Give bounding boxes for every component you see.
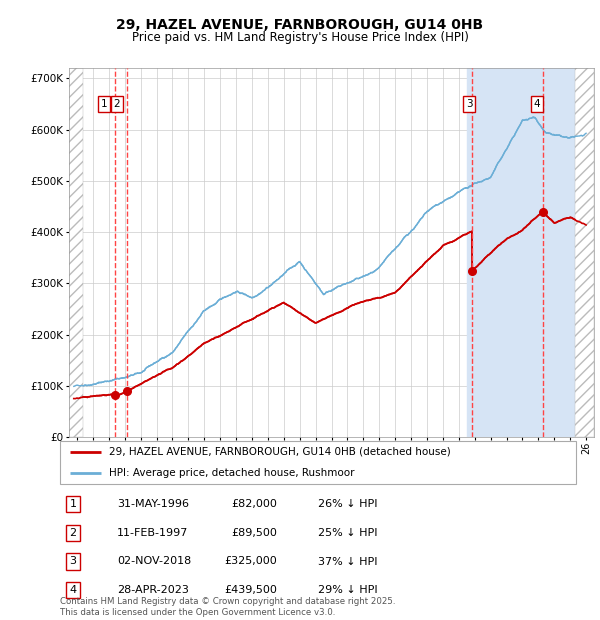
Text: Price paid vs. HM Land Registry's House Price Index (HPI): Price paid vs. HM Land Registry's House … <box>131 31 469 43</box>
Text: 26% ↓ HPI: 26% ↓ HPI <box>318 499 377 509</box>
Text: 28-APR-2023: 28-APR-2023 <box>117 585 188 595</box>
Text: 1: 1 <box>101 99 107 109</box>
Text: £89,500: £89,500 <box>231 528 277 538</box>
Text: 29, HAZEL AVENUE, FARNBOROUGH, GU14 0HB (detached house): 29, HAZEL AVENUE, FARNBOROUGH, GU14 0HB … <box>109 447 451 457</box>
Text: 3: 3 <box>466 99 472 109</box>
Text: 11-FEB-1997: 11-FEB-1997 <box>117 528 188 538</box>
Text: 1: 1 <box>70 499 76 509</box>
Text: 4: 4 <box>70 585 76 595</box>
Text: 29, HAZEL AVENUE, FARNBOROUGH, GU14 0HB: 29, HAZEL AVENUE, FARNBOROUGH, GU14 0HB <box>116 18 484 32</box>
Text: 4: 4 <box>533 99 540 109</box>
Text: £82,000: £82,000 <box>231 499 277 509</box>
Text: HPI: Average price, detached house, Rushmoor: HPI: Average price, detached house, Rush… <box>109 468 355 478</box>
Text: £325,000: £325,000 <box>224 557 277 567</box>
Text: 31-MAY-1996: 31-MAY-1996 <box>117 499 189 509</box>
Text: 29% ↓ HPI: 29% ↓ HPI <box>318 585 377 595</box>
Text: 3: 3 <box>70 557 76 567</box>
Bar <box>467 68 575 437</box>
Text: Contains HM Land Registry data © Crown copyright and database right 2025.
This d: Contains HM Land Registry data © Crown c… <box>60 598 395 617</box>
Text: 2: 2 <box>113 99 120 109</box>
Text: 02-NOV-2018: 02-NOV-2018 <box>117 557 191 567</box>
Text: 37% ↓ HPI: 37% ↓ HPI <box>318 557 377 567</box>
Text: 25% ↓ HPI: 25% ↓ HPI <box>318 528 377 538</box>
Text: 2: 2 <box>70 528 76 538</box>
Text: £439,500: £439,500 <box>224 585 277 595</box>
